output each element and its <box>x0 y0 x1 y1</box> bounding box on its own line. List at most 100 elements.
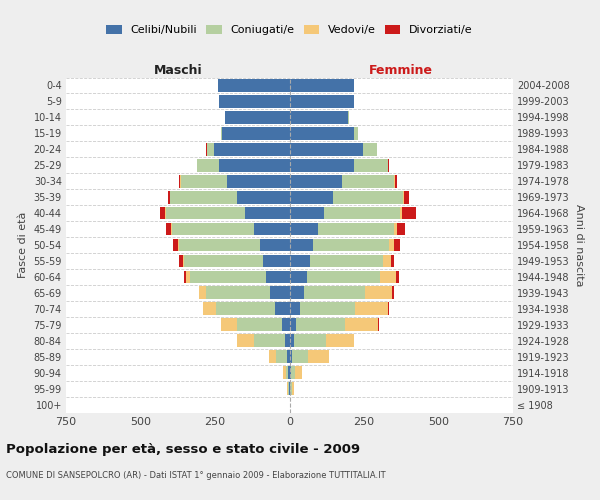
Bar <box>394 238 400 252</box>
Bar <box>291 366 295 379</box>
Bar <box>238 191 290 203</box>
Bar <box>254 334 285 347</box>
Bar <box>238 334 254 347</box>
Y-axis label: Fasce di età: Fasce di età <box>18 212 28 278</box>
Bar <box>290 143 362 156</box>
Bar <box>290 366 291 379</box>
Bar <box>179 254 182 268</box>
Bar <box>396 270 400 283</box>
Bar <box>290 238 313 252</box>
Bar <box>160 206 164 220</box>
Bar <box>345 318 378 331</box>
Bar <box>173 238 178 252</box>
Bar <box>260 238 290 252</box>
Bar <box>353 127 358 140</box>
Bar <box>179 175 181 188</box>
Bar <box>220 159 290 172</box>
Bar <box>206 286 270 299</box>
Bar <box>290 127 353 140</box>
Bar <box>307 270 380 283</box>
Bar <box>263 254 290 268</box>
Bar <box>283 366 286 379</box>
Bar <box>290 191 333 203</box>
Bar <box>276 350 287 363</box>
Bar <box>282 318 290 331</box>
Bar <box>394 175 395 188</box>
Bar <box>395 175 397 188</box>
Bar <box>290 254 310 268</box>
Bar <box>290 302 300 315</box>
Bar <box>341 175 394 188</box>
Bar <box>179 238 260 252</box>
Bar <box>290 175 341 188</box>
Bar <box>326 334 353 347</box>
Bar <box>214 143 290 156</box>
Bar <box>184 254 263 268</box>
Bar <box>254 222 290 235</box>
Bar <box>388 159 389 172</box>
Bar <box>226 111 290 124</box>
Bar <box>353 159 388 172</box>
Bar <box>221 127 223 140</box>
Bar <box>290 79 353 92</box>
Bar <box>223 127 290 140</box>
Bar <box>292 350 308 363</box>
Bar <box>300 302 355 315</box>
Bar <box>184 270 186 283</box>
Y-axis label: Anni di nascita: Anni di nascita <box>574 204 584 286</box>
Bar <box>294 334 326 347</box>
Bar <box>333 191 403 203</box>
Bar <box>389 238 394 252</box>
Bar <box>207 143 214 156</box>
Bar <box>181 175 227 188</box>
Bar <box>166 206 245 220</box>
Bar <box>304 286 365 299</box>
Bar <box>270 286 290 299</box>
Bar <box>388 302 389 315</box>
Bar <box>355 302 388 315</box>
Bar <box>285 334 290 347</box>
Bar <box>290 318 296 331</box>
Bar <box>164 206 166 220</box>
Bar <box>290 286 304 299</box>
Bar <box>362 143 377 156</box>
Bar <box>275 302 290 315</box>
Bar <box>404 191 409 203</box>
Text: Femmine: Femmine <box>369 64 433 78</box>
Legend: Celibi/Nubili, Coniugati/e, Vedovi/e, Divorziati/e: Celibi/Nubili, Coniugati/e, Vedovi/e, Di… <box>104 23 475 38</box>
Bar <box>218 79 290 92</box>
Bar <box>269 350 276 363</box>
Bar <box>290 382 292 395</box>
Bar <box>292 382 294 395</box>
Bar <box>245 206 290 220</box>
Bar <box>186 270 190 283</box>
Bar <box>178 238 179 252</box>
Text: Maschi: Maschi <box>154 64 202 78</box>
Bar <box>172 222 254 235</box>
Bar <box>190 270 266 283</box>
Bar <box>290 350 292 363</box>
Bar <box>402 206 416 220</box>
Bar <box>199 286 206 299</box>
Bar <box>220 95 290 108</box>
Bar <box>290 111 347 124</box>
Bar <box>170 191 238 203</box>
Bar <box>400 206 402 220</box>
Bar <box>203 302 217 315</box>
Bar <box>318 222 394 235</box>
Bar <box>166 222 170 235</box>
Bar <box>170 222 172 235</box>
Bar <box>290 206 324 220</box>
Bar <box>365 286 392 299</box>
Bar <box>290 334 294 347</box>
Bar <box>286 366 288 379</box>
Bar <box>266 270 290 283</box>
Bar <box>167 191 170 203</box>
Bar <box>238 318 282 331</box>
Bar <box>394 222 397 235</box>
Bar <box>295 366 302 379</box>
Bar <box>347 111 349 124</box>
Bar <box>197 159 220 172</box>
Bar <box>288 366 290 379</box>
Bar <box>287 350 290 363</box>
